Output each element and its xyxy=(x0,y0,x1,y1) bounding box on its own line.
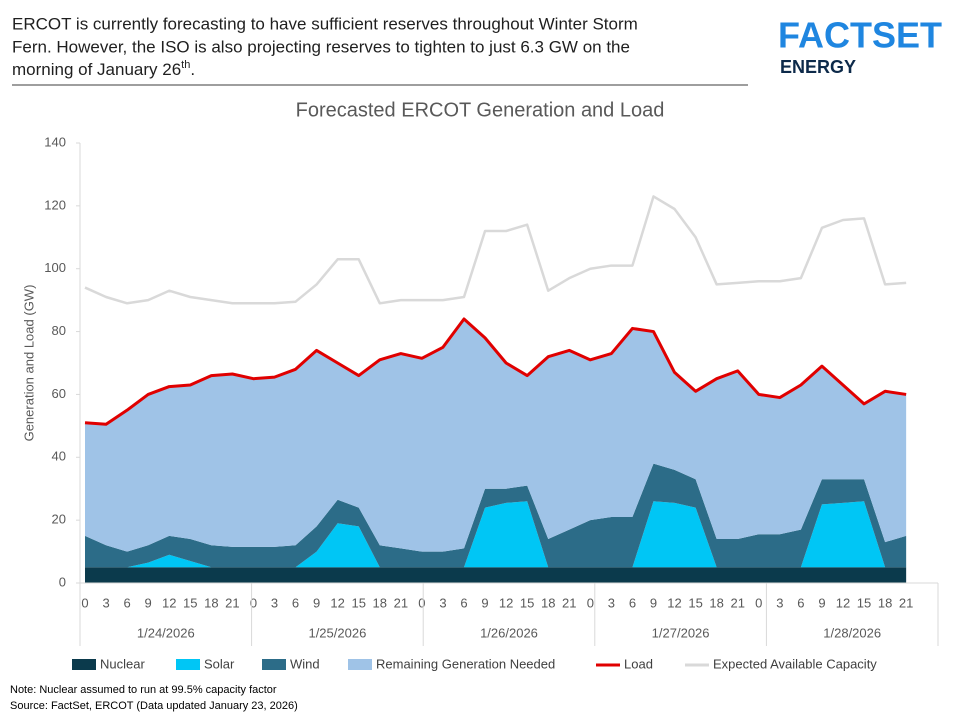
y-axis-label: Generation and Load (GW) xyxy=(21,285,36,442)
area-3 xyxy=(85,319,907,552)
x-tick-label: 0 xyxy=(81,595,88,610)
header-line: ERCOT is currently forecasting to have s… xyxy=(12,14,638,33)
x-tick-label: 21 xyxy=(562,595,576,610)
header-tail: . xyxy=(190,60,195,79)
legend-swatch xyxy=(348,659,372,670)
legend-swatch xyxy=(72,659,96,670)
header-line: morning of January 26th. xyxy=(12,59,195,80)
x-tick-label: 6 xyxy=(629,595,636,610)
x-tick-label: 12 xyxy=(836,595,850,610)
day-label: 1/27/2026 xyxy=(652,625,710,640)
line-4 xyxy=(84,317,907,426)
legend-label: Wind xyxy=(290,656,320,671)
x-tick-label: 12 xyxy=(667,595,681,610)
x-tick-label: 21 xyxy=(730,595,744,610)
x-tick-label: 6 xyxy=(460,595,467,610)
x-tick-label: 6 xyxy=(292,595,299,610)
day-label: 1/25/2026 xyxy=(308,625,366,640)
x-tick-label: 3 xyxy=(102,595,109,610)
area-1 xyxy=(85,501,907,568)
x-tick-label: 21 xyxy=(394,595,408,610)
y-tick-label: 80 xyxy=(52,323,66,338)
x-tick-label: 9 xyxy=(145,595,152,610)
x-tick-label: 0 xyxy=(250,595,257,610)
x-tick-label: 9 xyxy=(650,595,657,610)
x-tick-label: 3 xyxy=(608,595,615,610)
logo-sub: ENERGY xyxy=(780,57,856,77)
x-tick-label: 18 xyxy=(541,595,555,610)
legend-label: Remaining Generation Needed xyxy=(376,656,555,671)
y-tick-label: 100 xyxy=(44,260,66,275)
x-tick-label: 12 xyxy=(330,595,344,610)
note: Source: FactSet, ERCOT (Data updated Jan… xyxy=(10,700,298,712)
x-tick-label: 9 xyxy=(313,595,320,610)
y-tick-label: 20 xyxy=(52,512,66,527)
header-sup: th xyxy=(181,59,190,71)
line-5 xyxy=(84,195,907,305)
x-tick-label: 3 xyxy=(776,595,783,610)
x-tick-label: 3 xyxy=(271,595,278,610)
legend-swatch xyxy=(262,659,286,670)
header-line: Fern. However, the ISO is also projectin… xyxy=(12,37,630,56)
x-tick-label: 15 xyxy=(183,595,197,610)
day-label: 1/28/2026 xyxy=(823,625,881,640)
area-0 xyxy=(85,567,907,583)
header-text: morning of January 26 xyxy=(12,60,181,79)
x-tick-label: 18 xyxy=(878,595,892,610)
x-tick-label: 6 xyxy=(797,595,804,610)
x-tick-label: 0 xyxy=(755,595,762,610)
y-tick-label: 0 xyxy=(59,574,66,589)
x-tick-label: 18 xyxy=(204,595,218,610)
legend-swatch xyxy=(176,659,200,670)
x-tick-label: 12 xyxy=(499,595,513,610)
x-tick-label: 9 xyxy=(818,595,825,610)
x-tick-label: 18 xyxy=(709,595,723,610)
day-label: 1/26/2026 xyxy=(480,625,538,640)
x-tick-label: 21 xyxy=(225,595,239,610)
chart-title: Forecasted ERCOT Generation and Load xyxy=(296,99,665,121)
y-tick-label: 120 xyxy=(44,197,66,212)
x-tick-label: 15 xyxy=(351,595,365,610)
y-tick-label: 140 xyxy=(44,134,66,149)
x-tick-label: 15 xyxy=(688,595,702,610)
y-tick-label: 60 xyxy=(52,386,66,401)
y-tick-label: 40 xyxy=(52,449,66,464)
x-tick-label: 18 xyxy=(373,595,387,610)
day-label: 1/24/2026 xyxy=(137,625,195,640)
x-tick-label: 15 xyxy=(857,595,871,610)
x-tick-label: 21 xyxy=(899,595,913,610)
x-tick-label: 0 xyxy=(587,595,594,610)
legend-label: Nuclear xyxy=(100,656,145,671)
x-tick-label: 3 xyxy=(439,595,446,610)
x-tick-label: 12 xyxy=(162,595,176,610)
x-tick-label: 0 xyxy=(418,595,425,610)
logo-brand: FACTSET xyxy=(778,15,942,56)
note: Note: Nuclear assumed to run at 99.5% ca… xyxy=(10,684,277,696)
x-tick-label: 15 xyxy=(520,595,534,610)
legend-label: Solar xyxy=(204,656,235,671)
x-tick-label: 6 xyxy=(123,595,130,610)
legend-label: Load xyxy=(624,656,653,671)
legend-label: Expected Available Capacity xyxy=(713,656,877,671)
x-tick-label: 9 xyxy=(481,595,488,610)
